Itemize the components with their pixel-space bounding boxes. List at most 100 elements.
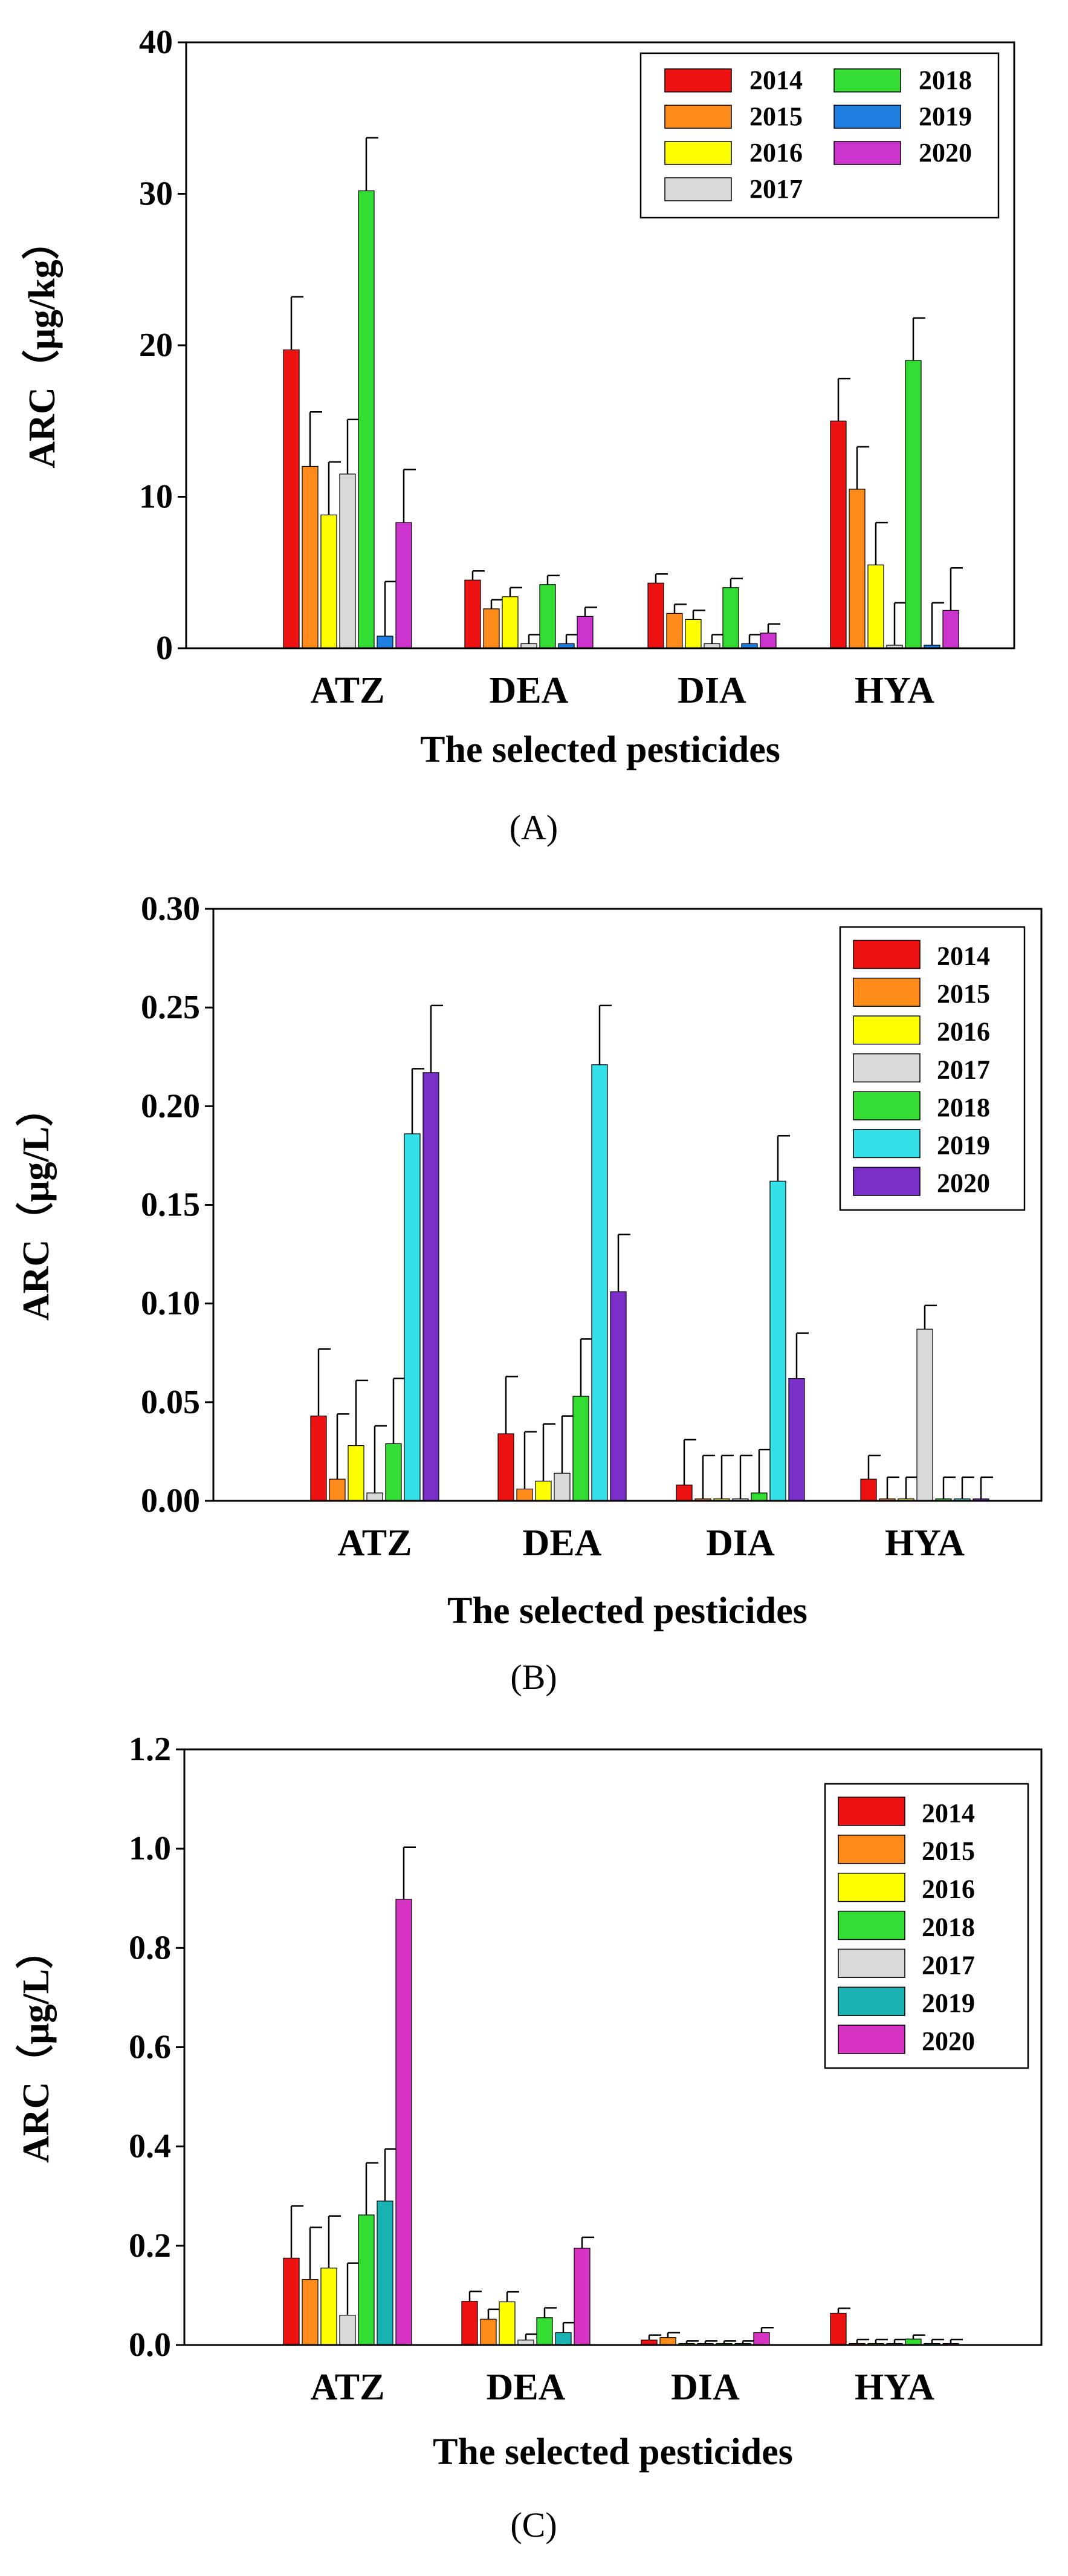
- bar: [647, 582, 664, 649]
- bar: [320, 514, 337, 649]
- bar: [849, 489, 866, 649]
- bar: [502, 596, 519, 649]
- bar: [591, 1064, 608, 1501]
- y-tick-label: 0.15: [141, 1186, 200, 1224]
- bar: [377, 636, 393, 649]
- bar: [385, 1443, 402, 1501]
- bar: [666, 613, 683, 649]
- bar: [830, 2312, 847, 2346]
- legend-label: 2017: [749, 174, 803, 204]
- legend-label: 2014: [937, 942, 990, 971]
- bar: [377, 2200, 393, 2346]
- y-tick-label: 0.05: [141, 1384, 200, 1421]
- bar: [539, 584, 556, 649]
- y-tick-label: 0.6: [129, 2029, 171, 2066]
- legend-swatch: [838, 1910, 905, 1940]
- bar: [483, 608, 500, 649]
- y-tick-label: 0: [156, 629, 173, 667]
- x-axis-title: The selected pesticides: [447, 1590, 807, 1631]
- legend-label: 2020: [922, 2026, 975, 2056]
- bar: [610, 1291, 627, 1501]
- legend-label: 2018: [937, 1093, 990, 1122]
- legend-label: 2017: [937, 1055, 990, 1084]
- bar: [302, 2279, 319, 2346]
- x-tick-label: DIA: [706, 1523, 775, 1564]
- bar: [905, 360, 922, 649]
- bar: [358, 190, 375, 649]
- bar: [555, 2332, 572, 2346]
- chart-panel-2: 0.00 0.05 0.10 0.15 0.20 0.25 0.30 ATZ DEA DIA HYA…: [15, 890, 1043, 1697]
- y-tick-label: 30: [139, 175, 173, 213]
- legend-label: 2017: [922, 1950, 975, 1980]
- legend-label: 2014: [922, 1798, 975, 1828]
- y-axis-title: ARC（μg/L）: [15, 1089, 57, 1321]
- bar: [422, 1072, 439, 1501]
- y-tick-label: 0.30: [141, 890, 200, 928]
- x-tick-label: HYA: [885, 1523, 965, 1564]
- bar: [554, 1472, 571, 1501]
- bar: [358, 2214, 375, 2346]
- bar: [942, 610, 959, 649]
- bar: [577, 616, 594, 649]
- bar: [572, 1396, 589, 1501]
- legend-swatch: [853, 1129, 921, 1159]
- y-tick-label: 0.4: [129, 2128, 171, 2165]
- bar: [348, 1445, 364, 1501]
- legend-swatch: [853, 940, 921, 969]
- legend-swatch: [838, 1872, 905, 1902]
- bar: [404, 1133, 421, 1501]
- legend: 2014 2015 2016 2017 2018 2019 2020: [639, 52, 1000, 219]
- legend-label: 2019: [922, 1988, 975, 2018]
- legend-label: 2015: [937, 979, 990, 1009]
- x-tick-label: HYA: [855, 2367, 934, 2408]
- bar: [461, 2301, 478, 2346]
- panel-label: (A): [510, 808, 558, 847]
- legend-swatch: [853, 1166, 921, 1196]
- panel-label: (C): [510, 2505, 557, 2545]
- y-tick-label: 0.20: [141, 1087, 200, 1125]
- legend-swatch: [853, 1015, 921, 1045]
- bar: [395, 1899, 412, 2346]
- bar: [867, 564, 884, 649]
- y-tick-label: 1.2: [129, 1731, 171, 1768]
- bar: [310, 1416, 327, 1501]
- legend-swatch: [833, 105, 901, 129]
- bar: [283, 349, 300, 649]
- bar: [830, 420, 847, 649]
- bar: [916, 1329, 933, 1501]
- legend-swatch: [664, 68, 732, 93]
- y-tick-label: 0.00: [141, 1482, 200, 1520]
- x-tick-label: DEA: [523, 1523, 602, 1564]
- legend-swatch: [838, 1986, 905, 2016]
- legend-swatch: [838, 1948, 905, 1979]
- y-tick-label: 0.25: [141, 989, 200, 1026]
- bar: [497, 1433, 514, 1501]
- bar: [722, 587, 739, 649]
- x-tick-label: DEA: [487, 2367, 566, 2408]
- legend-swatch: [833, 68, 901, 93]
- y-tick-label: 0.8: [129, 1929, 171, 1966]
- bar: [751, 1492, 768, 1501]
- legend-swatch: [853, 977, 921, 1007]
- legend-swatch: [853, 1091, 921, 1120]
- bar: [499, 2301, 516, 2346]
- x-tick-label: ATZ: [311, 2367, 385, 2408]
- x-axis-title: The selected pesticides: [420, 729, 780, 770]
- legend-label: 2015: [749, 102, 803, 131]
- y-tick-label: 20: [139, 327, 173, 364]
- bar: [320, 2268, 337, 2346]
- legend-swatch: [664, 105, 732, 129]
- legend-label: 2019: [919, 102, 972, 131]
- x-tick-label: DIA: [678, 670, 746, 711]
- legend-swatch: [664, 177, 732, 201]
- legend: 2014 2015 2016 2017 2018 2019 2020: [839, 926, 1026, 1211]
- bar: [339, 473, 356, 649]
- bar: [283, 2257, 300, 2346]
- x-axis-title: The selected pesticides: [433, 2431, 793, 2473]
- legend-swatch: [838, 1797, 905, 1826]
- bar: [464, 579, 481, 649]
- legend-swatch: [838, 2025, 905, 2054]
- legend-label: 2018: [922, 1912, 975, 1942]
